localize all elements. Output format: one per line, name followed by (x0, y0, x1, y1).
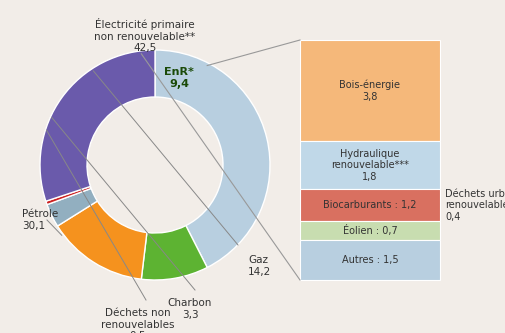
Text: Gaz
14,2: Gaz 14,2 (247, 255, 271, 277)
Text: Éolien : 0,7: Éolien : 0,7 (342, 225, 396, 236)
Bar (299, 189, 439, 221)
Wedge shape (46, 186, 91, 205)
Text: Hydraulique
renouvelable***
1,8: Hydraulique renouvelable*** 1,8 (330, 149, 408, 182)
Wedge shape (40, 50, 155, 201)
Wedge shape (155, 50, 270, 267)
Text: Charbon
3,3: Charbon 3,3 (168, 298, 212, 320)
Wedge shape (47, 188, 97, 226)
Text: EnR*
9,4: EnR* 9,4 (164, 67, 193, 89)
Bar (299, 240, 439, 280)
Text: Bois-énergie
3,8: Bois-énergie 3,8 (339, 80, 400, 102)
Text: Pétrole
30,1: Pétrole 30,1 (22, 209, 58, 231)
Text: Biocarburants : 1,2: Biocarburants : 1,2 (323, 200, 416, 210)
Bar (299, 141, 439, 189)
Wedge shape (58, 201, 146, 279)
Bar (299, 221, 439, 240)
Text: Déchets urbains
renouvelables
0,4: Déchets urbains renouvelables 0,4 (444, 189, 505, 222)
Bar (299, 40, 439, 141)
Wedge shape (141, 225, 207, 280)
Text: Déchets non
renouvelables
0,5: Déchets non renouvelables 0,5 (101, 308, 174, 333)
Text: Électricité primaire
non renouvelable**
42,5: Électricité primaire non renouvelable** … (94, 18, 195, 53)
Text: Autres : 1,5: Autres : 1,5 (341, 255, 397, 265)
